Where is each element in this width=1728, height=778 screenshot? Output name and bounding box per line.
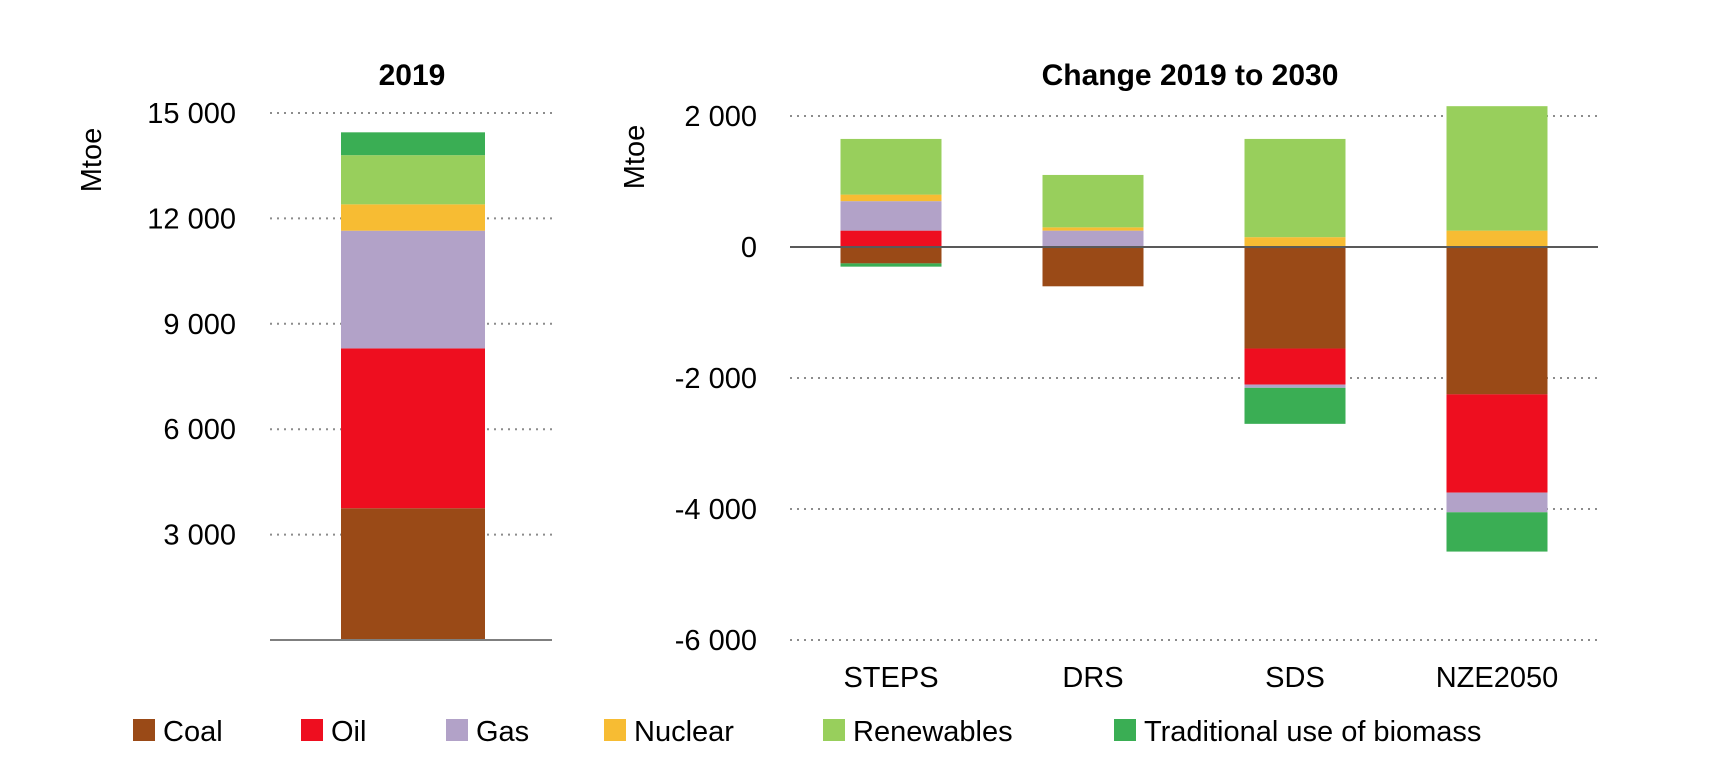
bar-sds-gas (1244, 384, 1346, 388)
legend-swatch-renewables (823, 719, 845, 741)
legend-swatch-gas (446, 719, 468, 741)
bar-sds-oil (1244, 348, 1346, 385)
bar-sds-renewables (1244, 138, 1346, 238)
legend-swatch-traditional-use-of-biomass (1114, 719, 1136, 741)
legend-item-coal: Coal (133, 716, 223, 748)
bar-drs-nuclear (1042, 227, 1144, 231)
bar-steps-gas (840, 201, 942, 231)
chart-2019-y-tick-label: 15 000 (147, 98, 236, 130)
category-label-sds: SDS (1265, 662, 1325, 694)
chart-change-y-tick-label: -4 000 (675, 494, 757, 526)
legend-item-renewables: Renewables (823, 716, 1013, 748)
legend-label-renewables: Renewables (853, 716, 1013, 748)
bar-sds-traditional-use-of-biomass (1244, 387, 1346, 424)
bar-nze2050-traditional-use-of-biomass (1446, 512, 1548, 552)
bar-2019-oil (341, 348, 485, 509)
legend-item-nuclear: Nuclear (604, 716, 734, 748)
bar-nze2050-renewables (1446, 106, 1548, 231)
bar-sds-nuclear (1244, 237, 1346, 247)
bar-drs-renewables (1042, 174, 1144, 228)
chart-change-title: Change 2019 to 2030 (1042, 59, 1339, 92)
bar-steps-nuclear (840, 194, 942, 202)
chart-2019-title: 2019 (379, 59, 446, 92)
chart-2019-y-tick-label: 9 000 (163, 309, 236, 341)
bar-2019-nuclear (341, 204, 485, 231)
chart-change-category-labels: STEPS DRS SDS NZE2050 (843, 662, 1558, 694)
legend-swatch-nuclear (604, 719, 626, 741)
bar-sds-coal (1244, 247, 1346, 349)
legend-item-traditional-use-of-biomass: Traditional use of biomass (1114, 716, 1481, 748)
legend-label-coal: Coal (163, 716, 223, 748)
chart-change-y-ticks: -6 000 -4 000 -2 000 0 2 000 (675, 101, 757, 657)
legend-label-oil: Oil (331, 716, 366, 748)
bar-2019-gas (341, 230, 485, 349)
bar-drs-coal (1042, 247, 1144, 287)
bar-steps-renewables (840, 138, 942, 195)
chart-change-y-axis-label: Mtoe (619, 125, 651, 189)
legend-label-gas: Gas (476, 716, 529, 748)
bar-nze2050-coal (1446, 247, 1548, 395)
category-label-steps: STEPS (843, 662, 938, 694)
category-label-nze2050: NZE2050 (1436, 662, 1559, 694)
bar-steps-traditional-use-of-biomass (840, 263, 942, 267)
chart-2019-y-ticks: 3 000 6 000 9 000 12 000 15 000 (147, 98, 236, 552)
chart-2019-y-tick-label: 12 000 (147, 203, 236, 235)
chart-change: Change 2019 to 2030 Mtoe -6 000 -4 000 -2 … (619, 59, 1598, 694)
chart-2019-y-tick-label: 6 000 (163, 414, 236, 446)
chart-2019-y-tick-label: 3 000 (163, 520, 236, 552)
bar-2019-coal (341, 508, 485, 640)
bar-2019-renewables (341, 155, 485, 205)
chart-change-bars (840, 106, 1548, 552)
legend-label-traditional-use-of-biomass: Traditional use of biomass (1144, 716, 1481, 748)
legend-label-nuclear: Nuclear (634, 716, 734, 748)
legend-item-oil: Oil (301, 716, 366, 748)
chart-change-y-tick-label: -2 000 (675, 363, 757, 395)
chart-change-y-tick-label: 0 (741, 232, 757, 264)
category-label-drs: DRS (1062, 662, 1123, 694)
chart-2019-y-axis-label: Mtoe (76, 128, 108, 192)
legend-swatch-coal (133, 719, 155, 741)
chart-2019-bars (341, 132, 485, 640)
legend: Coal Oil Gas Nuclear Renewables Traditional u… (133, 716, 1481, 748)
bar-nze2050-nuclear (1446, 230, 1548, 247)
bar-nze2050-gas (1446, 492, 1548, 513)
chart-2019: 2019 Mtoe 3 000 6 000 9 000 12 000 15 000 (76, 59, 552, 641)
bar-nze2050-oil (1446, 394, 1548, 493)
chart-change-y-tick-label: -6 000 (675, 625, 757, 657)
chart-change-y-tick-label: 2 000 (684, 101, 757, 133)
bar-2019-traditional-use-of-biomass (341, 132, 485, 156)
legend-item-gas: Gas (446, 716, 529, 748)
legend-swatch-oil (301, 719, 323, 741)
bar-steps-oil (840, 230, 942, 247)
bar-steps-coal (840, 247, 942, 264)
bar-drs-gas (1042, 230, 1144, 247)
